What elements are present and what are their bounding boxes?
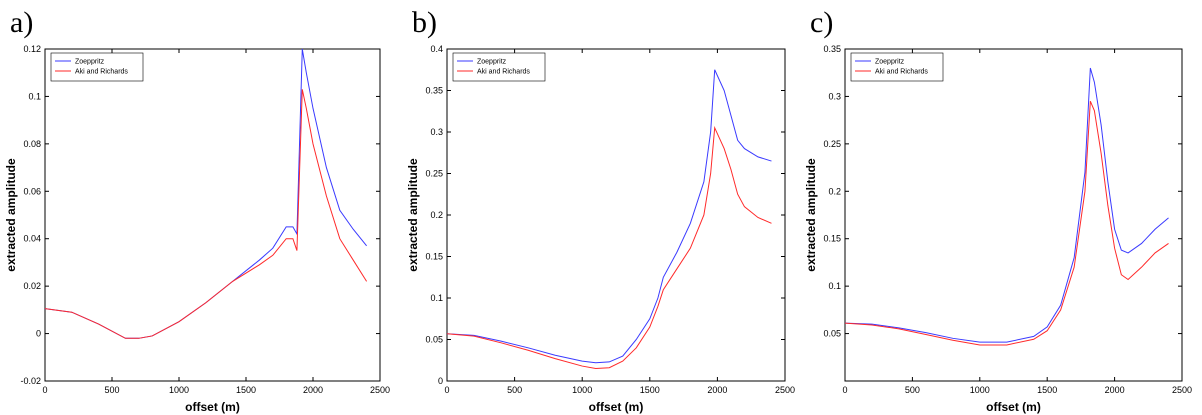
x-tick-label: 0: [444, 385, 449, 395]
x-axis-label: offset (m): [986, 400, 1041, 414]
plot-area: [44, 48, 381, 382]
x-tick-label: 500: [104, 385, 119, 395]
y-axis-label: extracted amplitude: [4, 158, 18, 272]
series-line: [446, 69, 772, 364]
series-line: [844, 67, 1169, 343]
x-axis-label: offset (m): [589, 400, 644, 414]
series-line: [44, 89, 368, 339]
x-tick-label: 2500: [1172, 385, 1192, 395]
y-tick-label: 0.4: [430, 44, 443, 54]
x-tick-label: 0: [842, 385, 847, 395]
y-tick-label: 0.04: [23, 234, 41, 244]
y-tick-label: 0.35: [425, 86, 443, 96]
x-tick-label: 2000: [303, 385, 323, 395]
y-axis-label: extracted amplitude: [804, 158, 818, 272]
x-tick-label: 500: [905, 385, 920, 395]
y-tick-label: 0.3: [430, 127, 443, 137]
plot-area: [446, 48, 786, 382]
y-tick-label: -0.02: [20, 376, 41, 386]
y-tick-label: 0.1: [828, 281, 841, 291]
y-tick-label: 0.02: [23, 281, 41, 291]
x-tick-label: 1000: [169, 385, 189, 395]
legend-box: [850, 52, 944, 82]
y-tick-label: 0.25: [823, 139, 841, 149]
panel-label: b): [412, 6, 437, 39]
series-line: [446, 125, 772, 370]
y-tick-label: 0: [36, 329, 41, 339]
x-axis-label: offset (m): [185, 400, 240, 414]
y-tick-label: 0.1: [28, 91, 41, 101]
legend-label: Zoeppritz: [875, 59, 905, 66]
y-tick-label: 0.05: [425, 335, 443, 345]
legend-box: [452, 52, 546, 82]
y-tick-label: 0.08: [23, 139, 41, 149]
x-tick-label: 1500: [640, 385, 660, 395]
y-tick-label: 0.15: [425, 252, 443, 262]
x-tick-label: 500: [507, 385, 522, 395]
y-tick-label: 0.06: [23, 186, 41, 196]
y-tick-label: 0.15: [823, 234, 841, 244]
y-tick-label: 0.12: [23, 44, 41, 54]
x-tick-label: 2500: [370, 385, 390, 395]
legend-label: Aki and Richards: [75, 69, 128, 76]
y-tick-label: 0.35: [823, 44, 841, 54]
y-tick-label: 0.1: [430, 293, 443, 303]
panel-label: a): [10, 6, 33, 39]
x-tick-label: 1000: [970, 385, 990, 395]
x-tick-label: 2000: [1105, 385, 1125, 395]
x-tick-label: 1500: [236, 385, 256, 395]
x-tick-label: 0: [42, 385, 47, 395]
legend-label: Zoeppritz: [477, 59, 507, 66]
y-tick-label: 0.2: [430, 210, 443, 220]
legend-label: Aki and Richards: [875, 69, 928, 76]
y-tick-label: 0.25: [425, 169, 443, 179]
legend-label: Aki and Richards: [477, 69, 530, 76]
y-axis-label: extracted amplitude: [406, 158, 420, 272]
x-tick-label: 1000: [572, 385, 592, 395]
y-tick-label: 0.3: [828, 91, 841, 101]
y-tick-label: 0.05: [823, 329, 841, 339]
legend-box: [50, 52, 144, 82]
legend-label: Zoeppritz: [75, 59, 105, 66]
panel-label: c): [810, 6, 833, 39]
y-tick-label: 0: [438, 376, 443, 386]
x-tick-label: 2500: [775, 385, 795, 395]
x-tick-label: 1500: [1037, 385, 1057, 395]
plot-area: [844, 48, 1183, 382]
series-line: [844, 100, 1169, 346]
y-tick-label: 0.2: [828, 186, 841, 196]
x-tick-label: 2000: [707, 385, 727, 395]
